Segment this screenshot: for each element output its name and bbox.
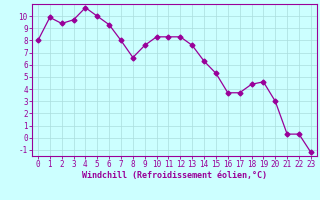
X-axis label: Windchill (Refroidissement éolien,°C): Windchill (Refroidissement éolien,°C)	[82, 171, 267, 180]
